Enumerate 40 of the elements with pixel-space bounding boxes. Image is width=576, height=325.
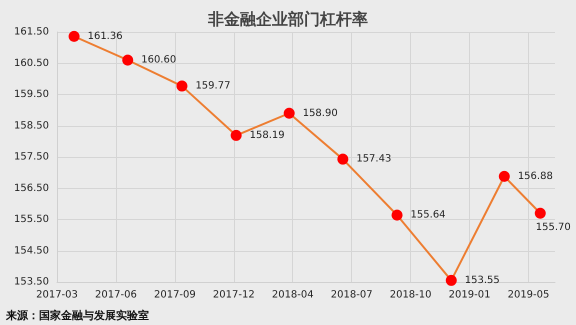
data-label: 155.70 xyxy=(536,222,571,233)
x-tick-label: 2019-05 xyxy=(508,290,550,300)
data-label: 158.90 xyxy=(302,108,338,119)
y-tick-label: 155.50 xyxy=(14,214,49,225)
data-label: 160.60 xyxy=(141,54,176,66)
point xyxy=(446,274,457,286)
x-tick-label: 2019-01 xyxy=(448,290,490,300)
point xyxy=(284,108,295,119)
data-label: 155.64 xyxy=(410,210,446,221)
y-tick-label: 160.50 xyxy=(14,58,49,69)
chart-title: 非金融企业部门杠杆率 xyxy=(207,10,368,28)
x-tick-label: 2018-07 xyxy=(330,290,373,300)
point xyxy=(337,154,348,165)
y-tick-label: 153.50 xyxy=(14,276,49,288)
y-tick-label: 159.50 xyxy=(14,89,49,100)
y-tick-label: 157.50 xyxy=(14,152,49,162)
x-tick-label: 2018-04 xyxy=(272,290,314,300)
point xyxy=(230,130,242,141)
x-tick-label: 2017-03 xyxy=(36,290,78,300)
point xyxy=(122,54,134,66)
y-tick-label: 158.50 xyxy=(14,120,49,132)
data-label: 157.43 xyxy=(356,154,392,165)
x-tick-label: 2017-06 xyxy=(95,290,137,300)
data-label: 158.19 xyxy=(250,130,285,141)
point xyxy=(534,208,546,219)
y-tick-label: 161.50 xyxy=(14,26,49,38)
point xyxy=(392,210,403,221)
y-tick-label: 156.50 xyxy=(14,182,49,194)
data-label: 156.88 xyxy=(518,170,553,182)
x-tick-label: 2017-12 xyxy=(212,290,255,300)
data-label: 159.77 xyxy=(195,80,230,92)
point xyxy=(176,80,188,92)
data-label: 153.55 xyxy=(464,274,500,286)
y-tick-label: 154.50 xyxy=(14,245,49,256)
x-tick-label: 2017-09 xyxy=(154,290,196,300)
source-note: 来源：国家金融与发展实验室 xyxy=(5,309,149,322)
point xyxy=(68,30,80,42)
point xyxy=(498,170,510,182)
data-label: 161.36 xyxy=(88,30,123,42)
x-tick-label: 2018-10 xyxy=(390,290,432,300)
